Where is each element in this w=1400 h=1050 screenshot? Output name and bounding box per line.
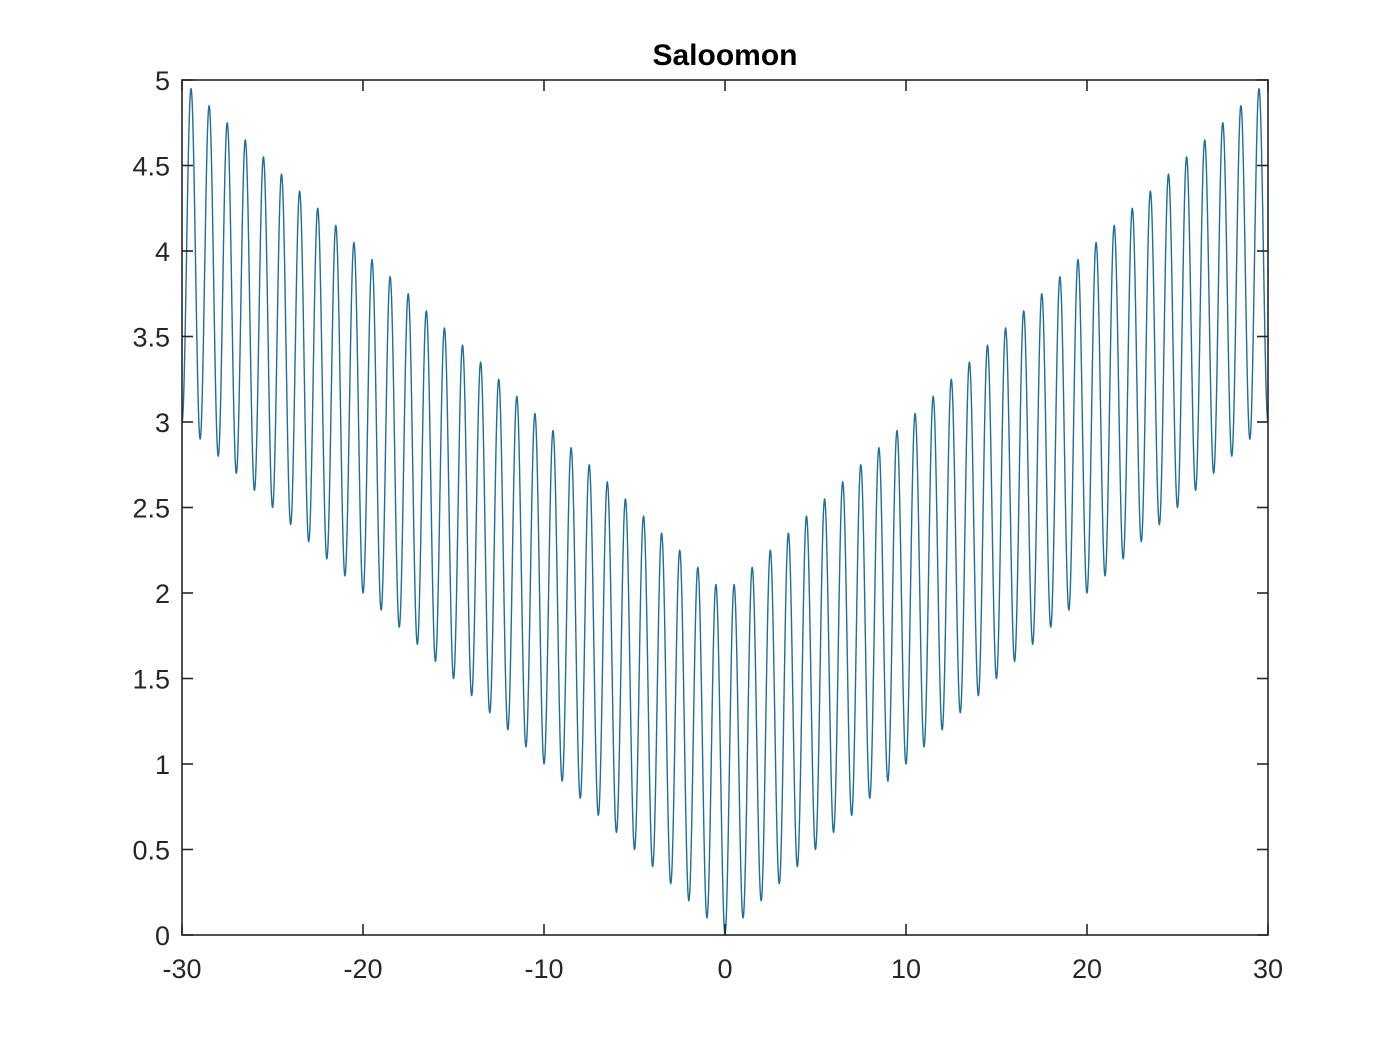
y-tick-label: 2 xyxy=(155,579,170,609)
y-tick-label: 3.5 xyxy=(132,323,170,353)
y-tick-label: 1.5 xyxy=(132,665,170,695)
x-tick-label: -20 xyxy=(343,954,382,984)
y-tick-label: 2.5 xyxy=(132,494,170,524)
y-tick-label: 3 xyxy=(155,408,170,438)
chart-title: Saloomon xyxy=(652,39,797,72)
x-tick-label: 0 xyxy=(717,954,732,984)
x-tick-label: -30 xyxy=(162,954,201,984)
x-tick-label: 10 xyxy=(891,954,921,984)
y-tick-label: 1 xyxy=(155,750,170,780)
x-tick-label: 20 xyxy=(1072,954,1102,984)
y-tick-label: 0 xyxy=(155,921,170,951)
plot-area xyxy=(182,80,1268,935)
x-tick-label: -10 xyxy=(524,954,563,984)
y-tick-label: 4 xyxy=(155,237,170,267)
y-tick-label: 0.5 xyxy=(132,836,170,866)
y-tick-label: 4.5 xyxy=(132,152,170,182)
y-tick-label: 5 xyxy=(155,66,170,96)
tick-layer: -30 -20 -10 0 10 20 30 0 0.5 1 1.5 2 2.5 3 3.5 4 4.5 5 xyxy=(132,66,1283,984)
x-tick-label: 30 xyxy=(1253,954,1283,984)
